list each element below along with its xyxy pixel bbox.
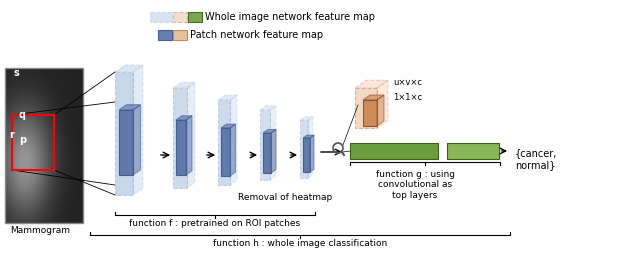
Text: Patch network feature map: Patch network feature map bbox=[190, 30, 323, 40]
Polygon shape bbox=[270, 106, 276, 180]
Polygon shape bbox=[230, 95, 237, 185]
Text: s: s bbox=[13, 68, 19, 78]
FancyBboxPatch shape bbox=[150, 12, 172, 22]
Polygon shape bbox=[218, 95, 237, 100]
Polygon shape bbox=[115, 65, 143, 72]
Polygon shape bbox=[363, 100, 377, 126]
Text: Removal of heatmap: Removal of heatmap bbox=[238, 193, 332, 202]
Polygon shape bbox=[230, 124, 236, 176]
Polygon shape bbox=[187, 82, 195, 188]
Polygon shape bbox=[176, 120, 186, 175]
Text: Mammogram: Mammogram bbox=[10, 226, 70, 235]
Polygon shape bbox=[377, 80, 388, 128]
Polygon shape bbox=[119, 105, 141, 110]
Polygon shape bbox=[260, 106, 276, 110]
Polygon shape bbox=[119, 110, 133, 175]
FancyBboxPatch shape bbox=[350, 143, 438, 159]
Text: function h : whole image classification: function h : whole image classification bbox=[213, 239, 387, 248]
Polygon shape bbox=[173, 88, 187, 188]
Polygon shape bbox=[260, 110, 270, 180]
Polygon shape bbox=[303, 135, 314, 138]
Polygon shape bbox=[308, 117, 313, 178]
Text: {cancer,
normal}: {cancer, normal} bbox=[515, 148, 557, 170]
Polygon shape bbox=[310, 135, 314, 172]
Text: 1×1×c: 1×1×c bbox=[393, 93, 422, 102]
Polygon shape bbox=[300, 120, 308, 178]
Polygon shape bbox=[300, 117, 313, 120]
Polygon shape bbox=[363, 95, 384, 100]
Polygon shape bbox=[303, 138, 310, 172]
FancyBboxPatch shape bbox=[173, 30, 187, 40]
Polygon shape bbox=[271, 129, 276, 173]
Text: u×v×c: u×v×c bbox=[393, 78, 422, 87]
Text: Whole image network feature map: Whole image network feature map bbox=[205, 12, 375, 22]
Text: function f : pretrained on ROI patches: function f : pretrained on ROI patches bbox=[129, 219, 301, 228]
FancyBboxPatch shape bbox=[173, 12, 187, 22]
Polygon shape bbox=[186, 116, 192, 175]
Text: q: q bbox=[19, 110, 26, 120]
Polygon shape bbox=[355, 88, 377, 128]
Polygon shape bbox=[263, 129, 276, 133]
Polygon shape bbox=[377, 95, 384, 126]
Polygon shape bbox=[133, 105, 141, 175]
Polygon shape bbox=[218, 100, 230, 185]
FancyBboxPatch shape bbox=[188, 12, 202, 22]
Text: p: p bbox=[19, 135, 26, 145]
Polygon shape bbox=[173, 82, 195, 88]
FancyBboxPatch shape bbox=[158, 30, 172, 40]
Text: function g : using
convolutional as
top layers: function g : using convolutional as top … bbox=[376, 170, 454, 200]
Polygon shape bbox=[133, 65, 143, 195]
Polygon shape bbox=[263, 133, 271, 173]
FancyBboxPatch shape bbox=[447, 143, 499, 159]
Polygon shape bbox=[221, 124, 236, 128]
Bar bbox=[5, 68, 83, 223]
Polygon shape bbox=[355, 80, 388, 88]
Text: r: r bbox=[9, 130, 14, 140]
Bar bbox=[12, 115, 54, 170]
Polygon shape bbox=[221, 128, 230, 176]
Polygon shape bbox=[115, 72, 133, 195]
Polygon shape bbox=[176, 116, 192, 120]
